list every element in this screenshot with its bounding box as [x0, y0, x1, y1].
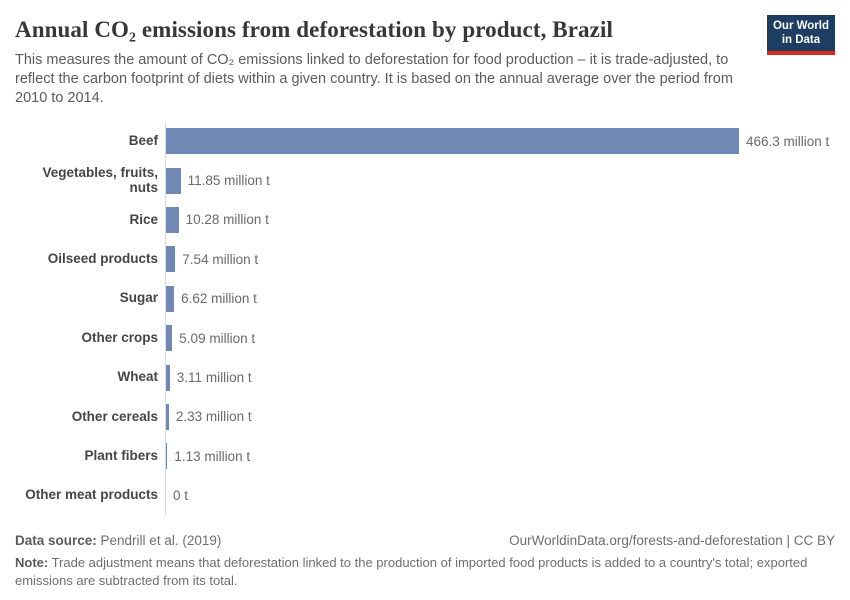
source-row: Data source: Pendrill et al. (2019) OurW…: [15, 533, 835, 548]
category-label: Sugar: [119, 290, 158, 306]
category-label: Plant fibers: [84, 447, 158, 463]
category-label: Wheat: [117, 369, 159, 385]
bar-area: 7.54 million t: [165, 239, 835, 280]
bar[interactable]: [166, 206, 179, 233]
bar-chart: Beef 466.3 million t Vegetables, fruits,…: [15, 121, 835, 516]
category-label: Beef: [128, 132, 158, 148]
bar-area: 5.09 million t: [165, 318, 835, 358]
owid-logo: Our World in Data: [766, 15, 835, 56]
bar-row: Other meat products 0 t: [15, 476, 835, 516]
bar-row: Wheat 3.11 million t: [15, 357, 835, 398]
bar[interactable]: [166, 364, 170, 391]
attribution: OurWorldinData.org/forests-and-deforesta…: [509, 533, 835, 549]
bar[interactable]: [166, 443, 168, 470]
chart-footer: Data source: Pendrill et al. (2019) OurW…: [15, 533, 835, 588]
bar-row: Plant fibers 1.13 million t: [15, 436, 835, 477]
bar-row: Other crops 5.09 million t: [15, 318, 835, 358]
value-label: 11.85 million t: [187, 173, 270, 189]
owid-logo-line2: in Data: [781, 34, 821, 47]
bar-row: Other cereals 2.33 million t: [15, 397, 835, 437]
owid-logo-line1: Our World: [772, 20, 829, 32]
bar-row: Oilseed products 7.54 million t: [15, 239, 835, 280]
note-value: Trade adjustment means that deforestatio…: [15, 555, 808, 588]
value-label: 6.62 million t: [181, 291, 257, 307]
value-label: 1.13 million t: [174, 448, 251, 464]
value-label: 0 t: [173, 488, 189, 504]
category-label: Oilseed products: [47, 250, 158, 266]
note-label: Note:: [15, 555, 49, 571]
value-label: 466.3 million t: [746, 133, 830, 149]
bar[interactable]: [166, 403, 169, 430]
data-source: Data source: Pendrill et al. (2019): [15, 533, 221, 548]
bar[interactable]: [166, 285, 175, 312]
bar-area: 6.62 million t: [165, 279, 835, 319]
bar-area: 10.28 million t: [165, 200, 835, 240]
data-source-label: Data source:: [15, 533, 97, 549]
bar[interactable]: [166, 246, 176, 273]
bar[interactable]: [166, 128, 739, 155]
bar-area: 1.13 million t: [165, 436, 835, 477]
bar-area: 466.3 million t: [165, 121, 835, 161]
value-label: 5.09 million t: [179, 330, 256, 346]
category-label: Other crops: [81, 329, 158, 345]
value-label: 7.54 million t: [182, 251, 259, 267]
bar-row: Sugar 6.62 million t: [15, 279, 835, 319]
value-label: 10.28 million t: [185, 212, 269, 228]
bar-area: 3.11 million t: [165, 357, 835, 398]
bar[interactable]: [166, 167, 181, 194]
bar-area: 11.85 million t: [165, 160, 835, 201]
chart-subtitle: This measures the amount of CO₂ emission…: [15, 52, 733, 107]
value-label: 3.11 million t: [176, 370, 252, 386]
value-label: 2.33 million t: [175, 409, 252, 425]
bar-area: 0 t: [165, 476, 835, 516]
category-label: Vegetables, fruits, nuts: [42, 164, 158, 195]
category-label: Rice: [129, 211, 158, 227]
bar-row: Vegetables, fruits, nuts 11.85 million t: [15, 160, 835, 201]
category-label: Other meat products: [25, 487, 158, 503]
data-source-value: Pendrill et al. (2019): [96, 533, 222, 549]
bar-row: Rice 10.28 million t: [15, 200, 835, 240]
bar-row: Beef 466.3 million t: [15, 121, 835, 161]
category-label: Other cereals: [71, 408, 158, 424]
bar-area: 2.33 million t: [165, 397, 835, 437]
bar[interactable]: [166, 325, 173, 352]
chart-header: Annual CO₂ emissions from deforestation …: [15, 15, 835, 109]
page-title: Annual CO₂ emissions from deforestation …: [15, 17, 613, 42]
chart-note: Note: Trade adjustment means that defore…: [15, 554, 835, 588]
